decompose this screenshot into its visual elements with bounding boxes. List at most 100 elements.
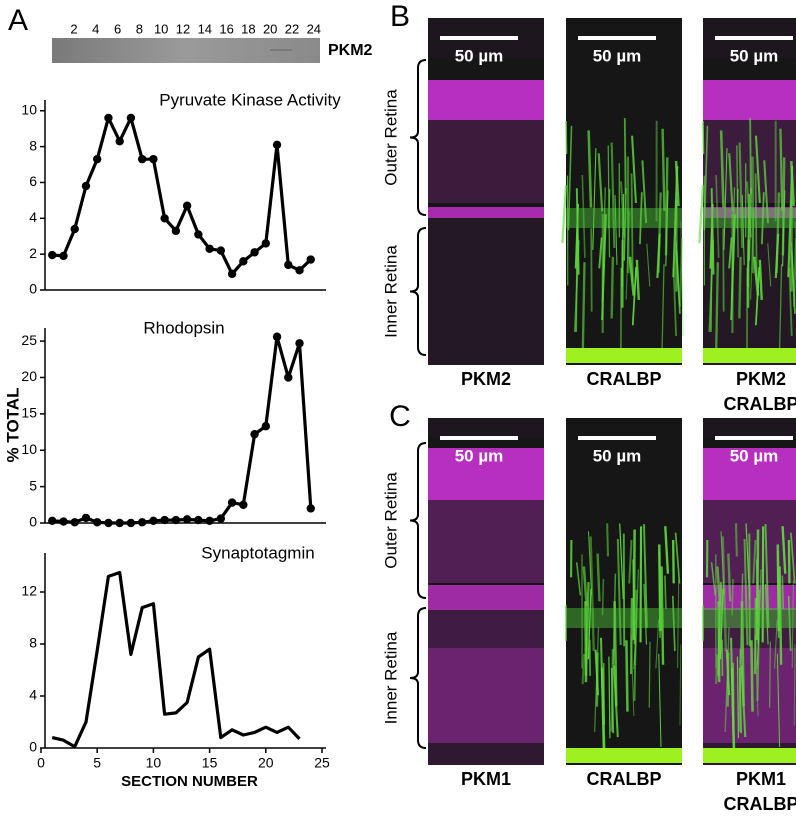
stain-streak (664, 157, 669, 256)
region-bracket (409, 442, 427, 599)
y-tick-label: 0 (29, 281, 37, 297)
micrograph (702, 418, 796, 765)
stain-band (566, 208, 682, 228)
stain-streak (674, 160, 680, 207)
stain-streak (631, 135, 637, 203)
stain-band (703, 608, 796, 628)
stain-streak (661, 264, 665, 354)
data-point (93, 154, 102, 164)
stain-streak (719, 588, 724, 660)
data-point (149, 154, 158, 164)
lane-label: 16 (219, 21, 233, 36)
stain-streak (741, 195, 745, 265)
data-point (93, 518, 102, 527)
stain-streak (581, 262, 586, 354)
stain-streak (664, 526, 670, 574)
y-tick-label: 8 (29, 137, 37, 153)
stain-streak (581, 654, 586, 685)
channel-label: PKM1 (461, 769, 511, 789)
stain-streak (710, 188, 715, 275)
y-tick-label: 0 (29, 514, 37, 530)
stain-streak (781, 575, 785, 609)
stain-streak (743, 538, 749, 646)
data-line (51, 570, 301, 749)
y-tick-label: 20 (21, 368, 37, 384)
blot-label: PKM2 (328, 42, 373, 59)
stain-streak (575, 562, 582, 596)
data-point (261, 239, 270, 248)
stain-streak (787, 539, 791, 584)
stain-streak (660, 566, 665, 665)
stain-streak (715, 654, 719, 685)
micrograph (428, 418, 544, 765)
scale-bar-label: 50 µm (455, 446, 504, 465)
stain-streak (661, 128, 666, 211)
stain-streak (664, 575, 667, 609)
stain-streak (738, 142, 744, 249)
x-tick-label: 0 (37, 755, 45, 771)
stain-streak (612, 573, 617, 665)
stain-streak (630, 173, 634, 281)
stain-band (703, 208, 796, 228)
panel-label: C (389, 400, 411, 433)
stain-streak (763, 160, 769, 224)
stain-streak (749, 211, 755, 300)
y-tick-label: 2 (29, 245, 37, 261)
stain-streak (625, 640, 629, 712)
lane-label: 10 (154, 21, 168, 36)
micrograph (565, 418, 682, 765)
data-point (115, 518, 124, 528)
stain-streak (721, 536, 728, 652)
channel-label: PKM2 (736, 369, 786, 389)
stain-streak (791, 580, 794, 668)
stain-streak (761, 526, 765, 643)
stain-streak (740, 665, 747, 738)
x-tick-label: 20 (258, 755, 274, 771)
lane-label: 4 (92, 21, 99, 36)
scale-bar (578, 36, 656, 40)
stain-streak (752, 539, 757, 584)
stain-streak (677, 580, 680, 668)
scale-bar (715, 36, 793, 40)
region-label: Outer Retina (381, 472, 400, 569)
panel-label: B (390, 0, 410, 33)
stain-streak (679, 238, 683, 307)
stain-streak (625, 211, 630, 300)
data-point (306, 504, 315, 513)
stain-streak (790, 160, 795, 207)
data-point (194, 230, 203, 239)
lane-label: 12 (176, 21, 190, 36)
stain-streak (635, 259, 640, 300)
stain-streak (614, 195, 618, 265)
stain-streak (790, 250, 796, 314)
stain-streak (794, 221, 796, 294)
scale-bar (440, 436, 518, 440)
stain-band (566, 348, 682, 363)
stain-streak (587, 531, 593, 595)
stain-streak (675, 250, 681, 314)
stain-streak (641, 160, 648, 224)
stain-streak (755, 266, 761, 326)
stain-band (428, 585, 544, 610)
stain-streak (736, 656, 740, 739)
stain-streak (674, 532, 681, 584)
stain-streak (593, 627, 600, 732)
stain-streak (600, 637, 605, 752)
stain-streak (581, 175, 586, 258)
micrograph (561, 18, 684, 365)
stain-streak (728, 153, 734, 212)
region-bracket (409, 59, 427, 216)
scale-bar-label: 50 µm (730, 446, 779, 465)
stain-band (428, 218, 544, 365)
stain-streak (598, 237, 603, 269)
data-point (272, 332, 282, 341)
stain-streak (751, 156, 755, 274)
stain-streak (608, 656, 611, 739)
y-tick-label: 4 (29, 209, 37, 225)
stain-streak (584, 601, 588, 683)
x-tick-label: 25 (314, 755, 330, 771)
stain-streak (630, 635, 635, 716)
stain-streak (606, 523, 610, 557)
stain-streak (738, 256, 742, 319)
